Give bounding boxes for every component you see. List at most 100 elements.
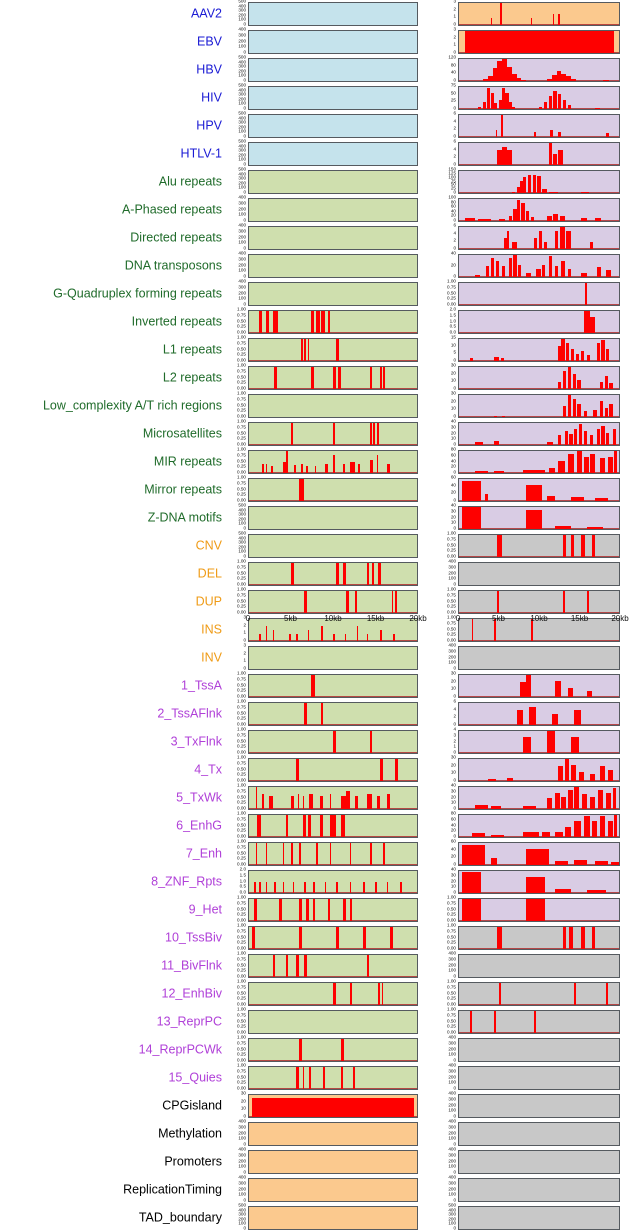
- bar: [291, 795, 295, 809]
- bar: [603, 79, 610, 81]
- bar-series: [249, 423, 417, 445]
- y-tick-label: 0.50: [237, 570, 246, 576]
- bar-series: [459, 311, 619, 333]
- bar: [567, 395, 571, 417]
- bar: [558, 14, 560, 25]
- bar: [599, 381, 603, 389]
- y-tick-label: 60: [450, 838, 456, 844]
- bar: [366, 955, 370, 977]
- track-label-wrap: 10_TssBiv: [0, 924, 222, 952]
- y-tick-label: 0.5: [239, 883, 246, 889]
- bar: [555, 266, 559, 277]
- y-tick-label: 0.25: [237, 939, 246, 945]
- track-row: AAV2 500 400 300 200 100 0 3 2 1 0: [0, 0, 630, 28]
- track-label: 12_EnhBiv: [161, 986, 222, 1001]
- track-panel-left: [248, 1206, 418, 1230]
- bar: [542, 264, 546, 277]
- track-panel-right: [458, 86, 620, 110]
- bar: [564, 430, 568, 445]
- y-tick-label: 30: [240, 1090, 246, 1096]
- y-tick-label: 0: [453, 1225, 456, 1231]
- track-label-wrap: ReplicationTiming: [0, 1176, 222, 1204]
- bar: [526, 675, 531, 697]
- y-tick-label: 20: [450, 762, 456, 768]
- y-tick-label: 60: [450, 474, 456, 480]
- y-tick-label: 0.00: [237, 329, 246, 335]
- bar: [329, 843, 332, 865]
- bar: [380, 630, 382, 641]
- y-tick-label: 300: [238, 7, 246, 13]
- bar: [299, 479, 305, 501]
- y-tick-label: 30: [450, 670, 456, 676]
- bar: [548, 256, 552, 277]
- track-row: 3_TxFlnk 1.00 0.75 0.50 0.25 0.00 4 3 2 1 0: [0, 727, 630, 756]
- y-tick-label: 1.00: [447, 614, 456, 620]
- bar: [614, 815, 618, 837]
- bar: [386, 882, 389, 893]
- track-panel-left: [248, 954, 418, 978]
- bar: [556, 70, 562, 81]
- track-label-wrap: 4_Tx: [0, 756, 222, 784]
- bar: [591, 820, 597, 837]
- track-label-wrap: 3_TxFlnk: [0, 728, 222, 756]
- y-tick-label: 0.50: [237, 822, 246, 828]
- track-panel-right: [458, 1206, 620, 1230]
- track-label: 13_ReprPC: [156, 1014, 222, 1029]
- track-label: INV: [201, 650, 222, 665]
- bar: [604, 375, 608, 389]
- track-panel-right: [458, 1038, 620, 1062]
- track-panel-right: [458, 366, 620, 390]
- bar: [274, 367, 277, 389]
- bar: [465, 217, 475, 221]
- bar: [254, 899, 257, 921]
- track-row: 12_EnhBiv 1.00 0.75 0.50 0.25 0.00 1.00 0.75 0.5…: [0, 979, 630, 1008]
- bar: [559, 215, 565, 221]
- bar: [265, 843, 268, 865]
- track-label-wrap: DNA transposons: [0, 252, 222, 280]
- y-tick-label: 0.00: [237, 861, 246, 867]
- bar-series: [459, 171, 619, 193]
- track-label-wrap: TAD_boundary: [0, 1204, 222, 1232]
- track-label: 3_TxFlnk: [170, 734, 222, 749]
- bar: [587, 691, 592, 697]
- y-tick-label: 0: [453, 693, 456, 699]
- y-tick-label: 6: [453, 138, 456, 144]
- bar-series: [249, 1179, 417, 1201]
- y-tick-label: 100: [238, 521, 246, 527]
- y-tick-label: 1.0: [239, 878, 246, 884]
- y-tick-label: 0.00: [447, 917, 456, 923]
- y-tick-label: 300: [238, 91, 246, 97]
- y-tick-label: 80: [450, 62, 456, 68]
- bar: [601, 340, 605, 361]
- y-tick-label: 200: [448, 1046, 456, 1052]
- bar: [497, 60, 503, 81]
- track-panel-left: [248, 478, 418, 502]
- track-panel-right: [458, 786, 620, 810]
- bar: [553, 91, 557, 109]
- bar: [324, 882, 327, 893]
- bar: [507, 150, 512, 165]
- y-tick-label: 3: [243, 642, 246, 648]
- bar: [561, 73, 567, 81]
- y-tick-label: 300: [448, 648, 456, 654]
- bar: [390, 927, 393, 949]
- bar: [279, 899, 282, 921]
- track-panel-right: [458, 674, 620, 698]
- y-tick-label: 0.50: [237, 1074, 246, 1080]
- y-tick-label: 0.00: [237, 581, 246, 587]
- y-tick-label: 10: [450, 770, 456, 776]
- bar-series: [459, 647, 619, 669]
- y-tick-label: 0.50: [237, 738, 246, 744]
- track-label-wrap: 8_ZNF_Rpts: [0, 868, 222, 896]
- bar: [547, 798, 552, 809]
- bar: [291, 563, 294, 585]
- y-tick-label: 400: [448, 642, 456, 648]
- y-tick-label: 300: [238, 1180, 246, 1186]
- y-tick-label: 400: [448, 950, 456, 956]
- track-label-wrap: Low_complexity A/T rich regions: [0, 392, 222, 420]
- y-tick-label: 0.75: [237, 564, 246, 570]
- track-label-wrap: Mirror repeats: [0, 476, 222, 504]
- y-tick-label: 2: [453, 154, 456, 160]
- y-tick-label: 1: [243, 630, 246, 636]
- bar: [465, 31, 615, 53]
